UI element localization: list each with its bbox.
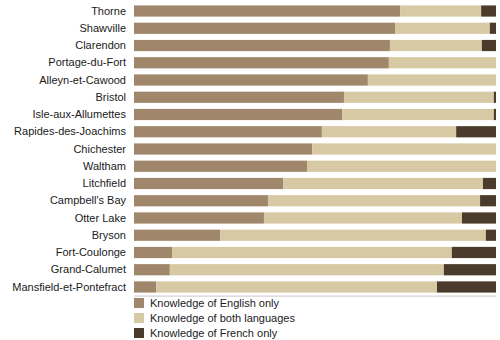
series	[437, 5, 496, 292]
bar	[400, 5, 481, 16]
bar	[134, 212, 264, 223]
tick: Waltham	[83, 160, 134, 172]
bar	[456, 126, 496, 137]
bar	[462, 212, 496, 223]
legend-swatch	[134, 313, 144, 323]
category-label: Portage-du-Fort	[48, 56, 126, 68]
bar	[483, 178, 496, 189]
bar	[134, 143, 312, 154]
bar	[344, 92, 494, 103]
tick: Grand-Calumet	[51, 263, 134, 275]
legend-swatch	[134, 328, 144, 338]
chart: Thorne Shawville Clarendon Portage-du-Fort A…	[0, 0, 500, 340]
bar	[134, 40, 390, 51]
bar	[490, 23, 496, 34]
bar	[494, 109, 496, 120]
category-label: Bristol	[95, 91, 126, 103]
bar	[134, 92, 344, 103]
category-label: Fort-Coulonge	[56, 246, 126, 258]
legend-label: Knowledge of both languages	[150, 312, 295, 324]
tick: Shawville	[80, 22, 134, 34]
bar	[494, 92, 496, 103]
tick: Litchfield	[83, 177, 134, 189]
tick: Otter Lake	[75, 212, 134, 224]
bar	[482, 40, 496, 51]
bar	[480, 195, 496, 206]
bar	[368, 74, 496, 85]
bar	[389, 57, 496, 68]
bar	[134, 178, 283, 189]
legend-label: Knowledge of English only	[150, 297, 280, 309]
bar	[134, 247, 172, 258]
legend: Knowledge of English only Knowledge of bo…	[134, 297, 295, 339]
category-label: Thorne	[91, 5, 126, 17]
tick: Rapides-des-Joachims	[14, 125, 134, 137]
bar	[486, 230, 496, 241]
bar	[268, 195, 480, 206]
bar	[220, 230, 486, 241]
bar	[134, 57, 389, 68]
category-label: Mansfield-et-Pontefract	[12, 280, 126, 292]
tick: Chichester	[73, 143, 134, 155]
tick: Bristol	[95, 91, 134, 103]
bar	[496, 143, 497, 154]
tick: Mansfield-et-Pontefract	[12, 280, 134, 292]
category-label: Chichester	[73, 143, 126, 155]
bar	[496, 161, 497, 172]
bar	[134, 74, 368, 85]
bar	[156, 281, 437, 292]
bar	[134, 264, 170, 275]
bar	[134, 23, 395, 34]
series	[156, 5, 496, 292]
tick: Isle-aux-Allumettes	[32, 108, 134, 120]
category-label: Waltham	[83, 160, 126, 172]
category-label: Isle-aux-Allumettes	[32, 108, 126, 120]
bar	[134, 281, 156, 292]
tick: Thorne	[91, 5, 134, 17]
category-label: Otter Lake	[75, 212, 126, 224]
bar	[307, 161, 496, 172]
bar	[134, 126, 322, 137]
bar	[437, 281, 496, 292]
bar	[390, 40, 482, 51]
bar	[172, 247, 452, 258]
bar	[134, 109, 342, 120]
tick: Bryson	[92, 229, 134, 241]
bar	[312, 143, 496, 154]
category-label: Rapides-des-Joachims	[14, 125, 126, 137]
bar	[444, 264, 496, 275]
bar	[134, 195, 268, 206]
tick: Alleyn-et-Cawood	[39, 74, 134, 86]
category-label: Campbell's Bay	[50, 194, 127, 206]
bar	[134, 161, 307, 172]
bar	[481, 5, 496, 16]
bar	[283, 178, 483, 189]
legend-label: Knowledge of French only	[150, 327, 278, 339]
legend-swatch	[134, 298, 144, 308]
category-axis: Thorne Shawville Clarendon Portage-du-Fort A…	[12, 5, 134, 293]
plot-area	[134, 5, 496, 292]
bar	[170, 264, 444, 275]
category-label: Clarendon	[75, 39, 126, 51]
category-label: Litchfield	[83, 177, 126, 189]
bar	[342, 109, 494, 120]
category-label: Grand-Calumet	[51, 263, 126, 275]
category-label: Shawville	[80, 22, 126, 34]
bar	[322, 126, 456, 137]
bar	[264, 212, 462, 223]
category-label: Bryson	[92, 229, 126, 241]
bar	[452, 247, 496, 258]
bar	[134, 5, 400, 16]
bar	[395, 23, 490, 34]
tick: Campbell's Bay	[50, 194, 134, 206]
bar	[134, 230, 220, 241]
tick: Portage-du-Fort	[48, 56, 134, 68]
tick: Fort-Coulonge	[56, 246, 134, 258]
tick: Clarendon	[75, 39, 134, 51]
bar	[496, 74, 497, 85]
bar	[496, 57, 497, 68]
category-label: Alleyn-et-Cawood	[39, 74, 126, 86]
